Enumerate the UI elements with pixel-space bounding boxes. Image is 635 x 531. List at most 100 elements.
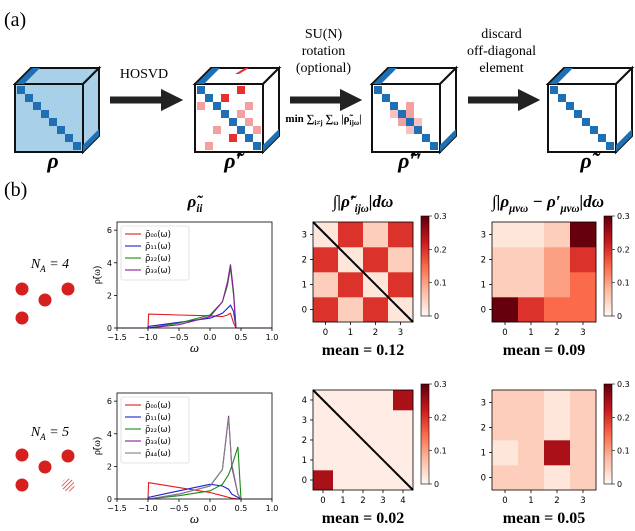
colorbar-segment <box>604 268 612 272</box>
colorbar-segment <box>421 434 429 437</box>
heatmap-cell <box>518 222 545 248</box>
x-tick-label: 0 <box>323 328 328 338</box>
text-part: = 4 <box>46 257 69 272</box>
text-part: |dω <box>369 192 394 211</box>
x-tick-label: −1.0 <box>138 333 157 342</box>
colorbar-segment <box>604 231 612 234</box>
heatmap-cell <box>544 272 571 298</box>
colorbar-segment <box>421 421 429 425</box>
heatmap-cell <box>313 272 339 298</box>
cube-edge-stripe <box>196 68 220 84</box>
heatmap-cell <box>518 415 545 441</box>
heatmap-cell <box>313 430 334 451</box>
heatmap-cell <box>518 272 545 298</box>
colorbar-segment <box>421 464 429 467</box>
colorbar-segment <box>421 404 429 407</box>
colorbar-segment <box>421 431 429 435</box>
colorbar-segment <box>604 278 612 282</box>
colorbar-segment <box>421 416 429 420</box>
colorbar-tick-label: 0 <box>617 480 622 489</box>
colorbar-segment <box>604 286 612 289</box>
colorbar-segment <box>421 426 429 430</box>
colorbar-segment <box>421 446 429 450</box>
atom <box>61 282 75 296</box>
colorbar-segment <box>421 293 429 297</box>
heatmap-cell <box>363 222 389 248</box>
diagonal-cell <box>550 86 558 94</box>
y-tick-label: 3 <box>481 399 486 409</box>
y-tick-label: 0 <box>107 324 112 333</box>
colorbar-segment <box>421 298 429 302</box>
x-tick-label: −0.5 <box>169 333 188 342</box>
plot-frame <box>116 392 273 500</box>
x-tick-label: 1 <box>340 496 345 506</box>
y-axis-label: ρ̃(ω) <box>92 437 103 455</box>
offdiag-cell <box>406 110 414 118</box>
series-line <box>117 312 272 329</box>
text-part: ∫|ρ <box>491 192 509 212</box>
offdiag-cell <box>406 102 414 110</box>
colorbar-segment <box>421 386 429 390</box>
colorbar-tick-label: 0.2 <box>617 413 630 422</box>
heatmap-cell <box>492 272 519 298</box>
heatmap-cell <box>373 470 394 491</box>
colorbar-segment <box>604 261 612 264</box>
diagonal-cell <box>582 118 590 126</box>
colorbar-segment <box>604 226 612 229</box>
x-tick-label: 2 <box>360 496 365 506</box>
heatmap-cell <box>544 415 571 441</box>
colorbar-segment <box>421 273 429 277</box>
diagonal-cell <box>205 94 213 102</box>
plot-frame <box>312 221 414 323</box>
heatmap-cell <box>570 390 597 416</box>
x-tick-label: 2 <box>554 328 559 338</box>
colorbar-segment <box>604 391 612 395</box>
rich-text: NA = 4 <box>30 257 69 274</box>
colorbar-segment <box>421 436 429 440</box>
colorbar-tick-label: 0.2 <box>434 245 447 254</box>
colorbar-segment <box>604 248 612 252</box>
colorbar-segment <box>421 228 429 232</box>
colorbar-segment <box>421 253 429 257</box>
heatmap-cell <box>313 410 334 431</box>
subscript: ijω <box>350 119 360 127</box>
colorbar-segment <box>604 389 612 392</box>
atom <box>15 448 29 462</box>
heatmap-cell <box>544 222 571 248</box>
colorbar-segment <box>421 384 429 387</box>
colorbar-segment <box>604 424 612 427</box>
x-tick-label: 0.5 <box>235 504 248 513</box>
heatmap-cell <box>492 415 519 441</box>
series-line <box>117 304 272 329</box>
colorbar-segment <box>604 313 612 317</box>
heatmap-cell <box>388 247 414 273</box>
heatmap-cell <box>570 247 597 273</box>
heatmap-cell <box>518 440 545 466</box>
heatmap-cell <box>570 297 597 323</box>
colorbar-segment <box>604 283 612 287</box>
colorbar-segment <box>604 306 612 309</box>
step-label: (optional) <box>296 61 352 76</box>
colorbar-segment <box>604 256 612 259</box>
plot-frame <box>491 389 597 491</box>
heatmap-cell <box>492 297 519 323</box>
heatmap-cell <box>313 247 339 273</box>
colorbar-segment <box>421 391 429 395</box>
colorbar-tick-label: 0.3 <box>434 212 447 221</box>
legend-label: ρ̃₂₂(ω) <box>145 254 171 264</box>
heatmap-cell <box>333 450 354 471</box>
x-tick-label: 3 <box>380 496 385 506</box>
colorbar-segment <box>421 396 429 400</box>
colorbar-segment <box>604 263 612 267</box>
colorbar-segment <box>604 246 612 249</box>
colorbar-segment <box>421 283 429 287</box>
heatmap-cell <box>393 390 414 411</box>
cube-edge-stripe <box>373 68 397 84</box>
y-tick-label: 1 <box>481 449 486 459</box>
colorbar-segment <box>421 439 429 442</box>
diagonal-cell <box>574 110 582 118</box>
text-part: ∑ <box>307 113 315 125</box>
heatmap-cell <box>353 410 374 431</box>
step-label: element <box>479 61 523 76</box>
heatmap-cell <box>492 247 519 273</box>
